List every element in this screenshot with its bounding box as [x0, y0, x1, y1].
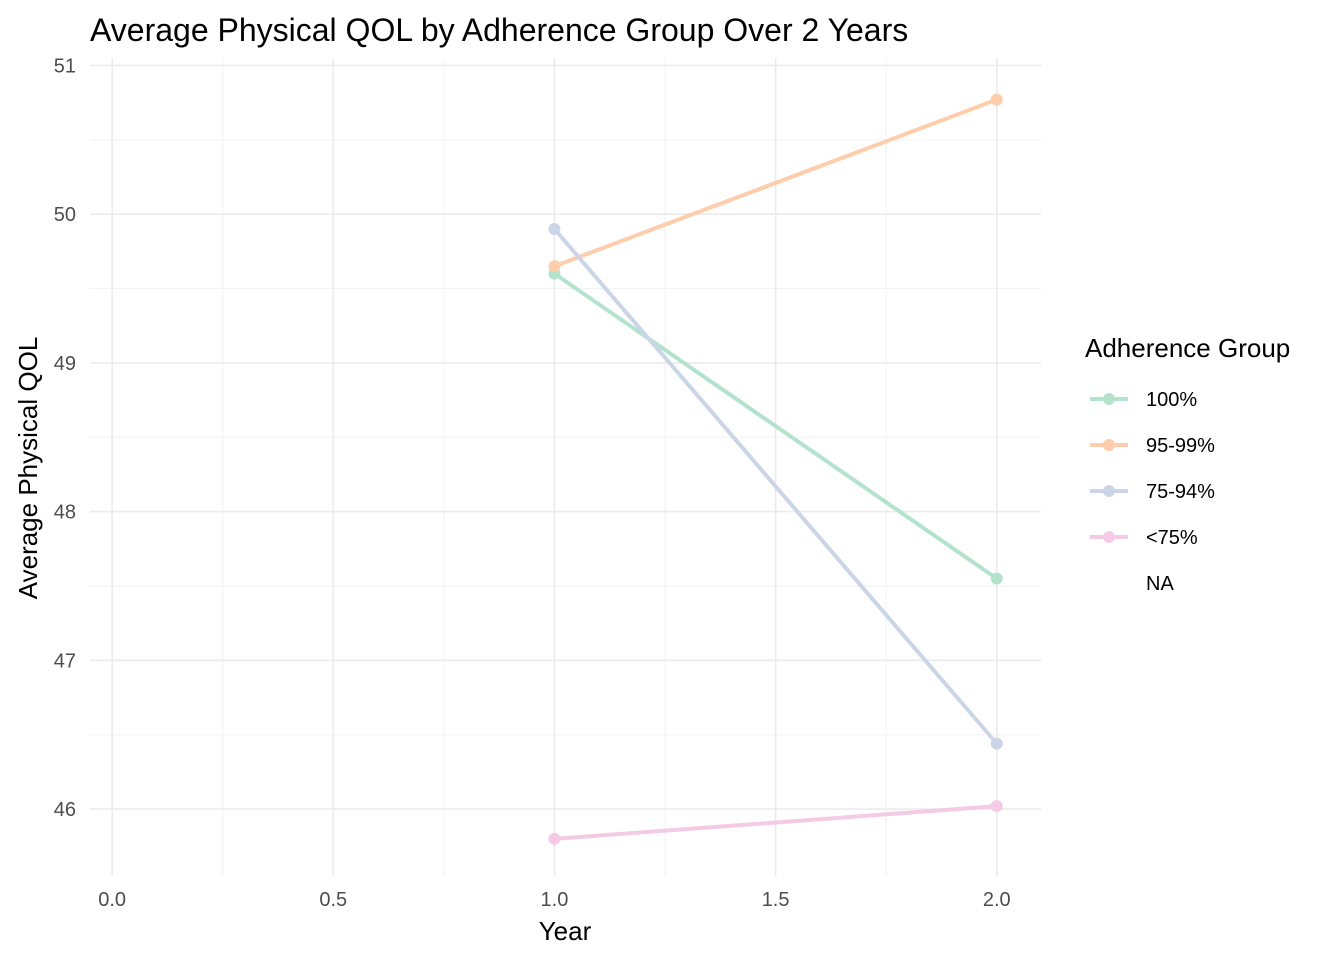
data-point	[990, 572, 1003, 585]
data-point	[990, 800, 1003, 813]
legend-key-point	[1103, 439, 1115, 451]
legend-label: 75-94%	[1146, 481, 1215, 503]
y-tick-label: 47	[54, 650, 76, 672]
data-point	[548, 260, 561, 273]
series-line	[554, 804, 997, 841]
y-tick-label: 48	[54, 502, 76, 524]
y-tick-label: 49	[54, 353, 76, 375]
minor-gridlines	[90, 58, 1041, 876]
legend-key-point	[1103, 485, 1115, 497]
series-lines	[552, 97, 999, 841]
legend-label: 95-99%	[1146, 435, 1215, 457]
x-tick-label: 1.0	[541, 889, 569, 911]
series-points	[548, 93, 1003, 845]
y-tick-label: 50	[54, 204, 76, 226]
y-tick-label: 46	[54, 799, 76, 821]
legend-label: 100%	[1146, 389, 1197, 411]
series-line	[552, 227, 999, 745]
series-line	[553, 272, 998, 581]
data-point	[548, 832, 561, 845]
legend-label: NA	[1146, 573, 1174, 595]
x-tick-label: 0.5	[319, 889, 347, 911]
y-axis-title: Average Physical QOL	[13, 337, 43, 600]
chart-title: Average Physical QOL by Adherence Group …	[90, 12, 908, 48]
x-tick-label: 0.0	[98, 889, 126, 911]
data-point	[548, 223, 561, 236]
legend-key-point	[1103, 531, 1115, 543]
legend: Adherence Group 100% 95-99% 75-94% <75% NA	[1085, 333, 1290, 595]
legend-key-point	[1103, 393, 1115, 405]
x-tick-label: 2.0	[983, 889, 1011, 911]
data-point	[990, 93, 1003, 106]
y-axis-tick-labels: 46 47 48 49 50 51	[54, 55, 76, 821]
legend-title: Adherence Group	[1085, 333, 1290, 363]
y-tick-label: 51	[54, 55, 76, 77]
series-line	[553, 97, 998, 269]
x-axis-tick-labels: 0.0 0.5 1.0 1.5 2.0	[98, 889, 1010, 911]
legend-label: <75%	[1146, 527, 1198, 549]
data-point	[990, 737, 1003, 750]
x-tick-label: 1.5	[762, 889, 790, 911]
x-axis-title: Year	[539, 916, 592, 946]
major-gridlines	[90, 58, 1041, 876]
